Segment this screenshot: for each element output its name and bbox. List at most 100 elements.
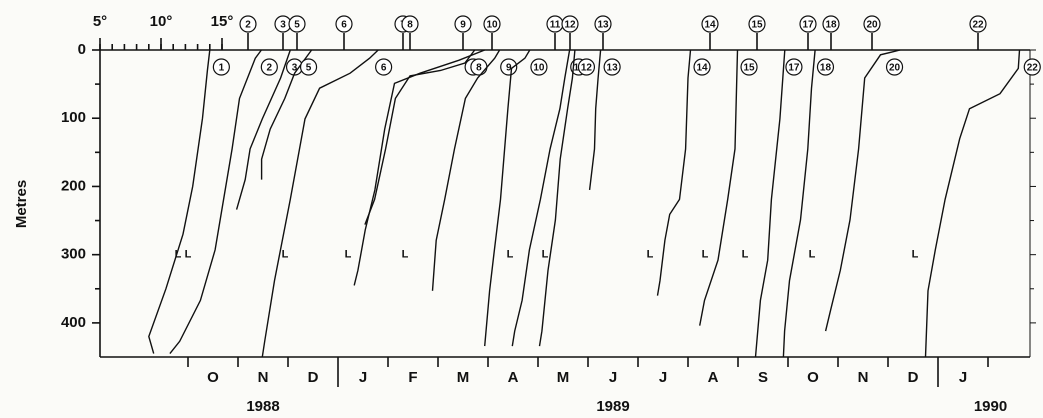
l-mark: L	[345, 249, 352, 261]
profile-line	[364, 49, 476, 225]
surface-label-circle	[816, 58, 835, 76]
year-label: 1990	[974, 398, 1007, 415]
surface-label-circle	[577, 58, 596, 76]
surface-label: 1	[219, 63, 225, 74]
month-label: J	[659, 369, 667, 386]
t-tick-label: 10°	[150, 13, 173, 30]
date-marker-label: 15	[751, 20, 763, 31]
surface-label: 12	[581, 63, 593, 74]
month-label: O	[807, 369, 819, 386]
month-label: J	[609, 369, 617, 386]
surface-label-circle	[740, 58, 758, 76]
profile-line	[353, 49, 485, 286]
l-mark: L	[402, 249, 409, 261]
month-label: N	[858, 369, 869, 386]
surface-label-circle	[500, 58, 518, 76]
date-marker-circle	[822, 15, 840, 33]
month-label: M	[557, 369, 570, 386]
month-label: F	[408, 369, 417, 386]
date-marker-label: 18	[825, 20, 837, 31]
date-marker-label: 14	[704, 20, 716, 31]
date-marker-circle	[454, 15, 472, 33]
profile-line	[260, 49, 313, 180]
profile-line	[261, 49, 379, 358]
y-tick-label: 400	[61, 314, 86, 331]
y-tick-label: 300	[61, 246, 86, 263]
profile-line	[699, 49, 739, 326]
date-marker-circle	[701, 15, 719, 33]
date-marker-circle	[594, 15, 612, 33]
t-tick-label: 15°	[211, 13, 234, 30]
surface-label-circle	[260, 58, 278, 76]
date-marker-label: 3	[280, 20, 286, 31]
month-label: D	[908, 369, 919, 386]
date-marker-label: 8	[407, 20, 413, 31]
date-marker-circle	[561, 15, 579, 33]
year-label: 1989	[596, 398, 629, 415]
month-label: N	[258, 369, 269, 386]
surface-label: 13	[607, 63, 619, 74]
year-label: 1988	[246, 398, 279, 415]
surface-label: 3	[292, 63, 298, 74]
profile-line	[754, 49, 786, 358]
surface-label-circle	[693, 58, 711, 76]
date-marker-circle	[748, 15, 766, 33]
surface-label-circle	[785, 58, 803, 76]
month-label: J	[359, 369, 367, 386]
surface-label-circle	[885, 58, 904, 76]
y-tick-label: 200	[61, 177, 86, 194]
l-mark: L	[507, 249, 514, 261]
profile-line	[484, 49, 531, 347]
date-marker-label: 13	[597, 20, 609, 31]
y-tick-label: 100	[61, 109, 86, 126]
surface-label: 14	[696, 63, 708, 74]
profile-line	[538, 49, 576, 347]
l-mark: L	[647, 249, 654, 261]
month-label: O	[207, 369, 219, 386]
l-mark: L	[282, 249, 289, 261]
surface-label-circle	[375, 58, 393, 76]
date-marker-circle	[799, 15, 817, 33]
date-marker-label: 6	[341, 20, 347, 31]
surface-label-circle	[212, 58, 230, 76]
surface-label: 9	[506, 63, 512, 74]
surface-label: 15	[743, 63, 755, 74]
surface-label: 5	[306, 63, 312, 74]
profile-line	[235, 49, 291, 210]
month-label: M	[457, 369, 470, 386]
l-mark: L	[185, 249, 192, 261]
l-mark: L	[912, 249, 919, 261]
date-marker-circle	[401, 15, 419, 33]
l-mark: L	[809, 249, 816, 261]
surface-label: 17	[788, 63, 800, 74]
t-tick-label: 5°	[93, 13, 107, 30]
surface-label: 20	[889, 63, 901, 74]
date-marker-circle	[863, 15, 881, 33]
profile-line	[148, 49, 211, 354]
l-mark: L	[742, 249, 749, 261]
month-label: A	[508, 369, 519, 386]
surface-label: 2	[267, 63, 273, 74]
surface-label: 22	[1027, 63, 1039, 74]
profile-line	[169, 49, 262, 355]
l-mark: L	[542, 249, 549, 261]
l-mark: L	[702, 249, 709, 261]
month-label: A	[708, 369, 719, 386]
date-marker-circle	[239, 15, 257, 33]
date-marker-circle	[335, 15, 353, 33]
date-marker-label: 5	[294, 20, 300, 31]
date-marker-label: 12	[564, 20, 576, 31]
date-marker-label: 9	[460, 20, 466, 31]
date-marker-label: 20	[866, 20, 878, 31]
profile-line	[511, 49, 571, 347]
y-tick-label: 0	[78, 41, 86, 58]
profile-line	[782, 49, 816, 358]
month-label: J	[959, 369, 967, 386]
date-marker-label: 11	[550, 20, 561, 31]
profile-line	[431, 49, 501, 291]
date-marker-circle	[483, 15, 501, 33]
date-marker-circle	[969, 15, 987, 33]
surface-label: 10	[533, 63, 545, 74]
date-marker-circle	[288, 15, 306, 33]
surface-label: 6	[381, 63, 387, 74]
